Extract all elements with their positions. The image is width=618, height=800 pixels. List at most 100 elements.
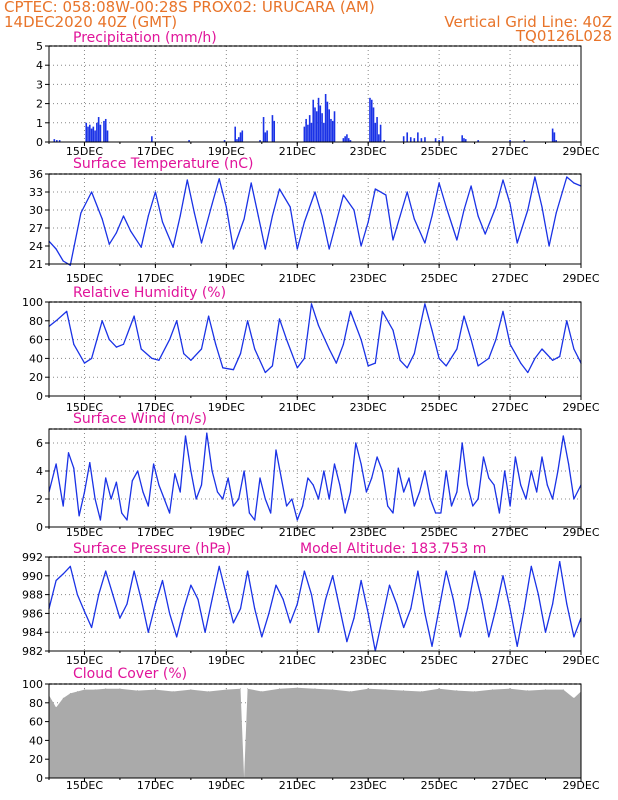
data-point [161, 221, 164, 223]
data-point [530, 565, 532, 568]
precip-bar [463, 138, 465, 142]
data-point [243, 218, 245, 220]
data-point [261, 636, 263, 638]
data-point [544, 631, 547, 633]
data-point [440, 512, 442, 514]
data-point [211, 470, 213, 472]
data-point [310, 594, 313, 596]
x-tick-label: 21DEC [279, 145, 316, 158]
precip-bar [99, 124, 102, 142]
data-point [566, 320, 568, 322]
y-tick-label: 5 [36, 40, 43, 53]
data-point [183, 353, 185, 355]
data-point [154, 603, 156, 605]
data-point [147, 215, 149, 217]
x-tick-label: 19DEC [208, 145, 245, 158]
data-point [541, 348, 543, 350]
data-point [190, 470, 192, 472]
data-point [403, 690, 405, 691]
data-point [115, 481, 117, 483]
data-point [222, 367, 224, 369]
precip-bar [349, 140, 352, 142]
x-tick-label: 17DEC [137, 145, 174, 158]
data-point [534, 176, 536, 178]
data-point [488, 357, 490, 359]
plot-frame [48, 428, 582, 528]
data-point [325, 598, 327, 600]
data-point [399, 215, 401, 217]
data-point [227, 477, 229, 479]
data-point [211, 598, 213, 600]
data-point [474, 691, 475, 692]
precip-bar [90, 128, 93, 142]
data-point [335, 362, 337, 364]
cloud-area [49, 687, 581, 778]
data-point [271, 215, 274, 217]
y-tick-label: 100 [22, 296, 43, 309]
panel-humidity: Relative Humidity (%) 0 20 40 60 80 100 15DEC 1… [22, 285, 600, 414]
data-point [509, 505, 511, 507]
data-point [424, 612, 426, 615]
data-point [353, 617, 355, 619]
data-point [110, 498, 112, 500]
data-point [474, 570, 476, 572]
data-point [456, 348, 458, 350]
data-point [346, 641, 348, 643]
x-tick-label: 27DEC [492, 779, 529, 792]
data-point [278, 188, 281, 190]
data-point [239, 353, 242, 355]
data-point [94, 689, 96, 691]
x-tick-label: 23DEC [350, 779, 387, 792]
panel-title-wind: Surface Wind (m/s) [73, 411, 207, 427]
precip-bar [223, 140, 226, 142]
data-point [332, 689, 334, 691]
data-point [495, 339, 497, 341]
data-point [69, 565, 71, 568]
x-tick-label: 27DEC [492, 145, 529, 158]
data-point [328, 248, 330, 250]
data-point [275, 449, 277, 451]
data-point [339, 484, 341, 486]
precip-bar [88, 124, 91, 142]
data-point [55, 248, 57, 250]
data-point [466, 608, 469, 610]
x-tick-label: 25DEC [421, 526, 458, 539]
data-point [360, 463, 362, 465]
data-point [392, 329, 394, 331]
data-point [498, 512, 501, 514]
data-point [296, 367, 298, 369]
data-point [413, 505, 415, 507]
data-point [314, 191, 316, 193]
data-point [450, 505, 453, 507]
data-point [534, 357, 536, 359]
data-point [388, 584, 391, 586]
data-point [537, 594, 540, 596]
precip-bar [259, 140, 261, 142]
data-point [119, 688, 121, 690]
data-point [445, 365, 447, 367]
panel-title-precipitation: Precipitation (mm/h) [73, 30, 217, 46]
data-point [482, 456, 485, 458]
data-point [502, 310, 504, 312]
x-tick-label: 21DEC [279, 526, 316, 539]
data-point [349, 491, 352, 493]
series-line [48, 432, 582, 521]
x-tick-label: 29DEC [562, 401, 599, 414]
data-point [190, 359, 192, 361]
data-point [105, 570, 107, 572]
data-point [399, 359, 401, 361]
data-point [342, 194, 344, 196]
data-point [328, 348, 330, 350]
data-point [172, 691, 174, 692]
data-point [62, 697, 64, 699]
data-point [200, 484, 203, 486]
data-point [259, 477, 261, 479]
x-tick-label: 21DEC [279, 654, 316, 667]
precip-bar [324, 94, 327, 142]
data-point [367, 688, 369, 690]
data-point [248, 512, 250, 514]
data-point [140, 246, 142, 248]
data-point [129, 230, 132, 232]
precip-bar [424, 137, 426, 142]
data-point [184, 435, 187, 437]
